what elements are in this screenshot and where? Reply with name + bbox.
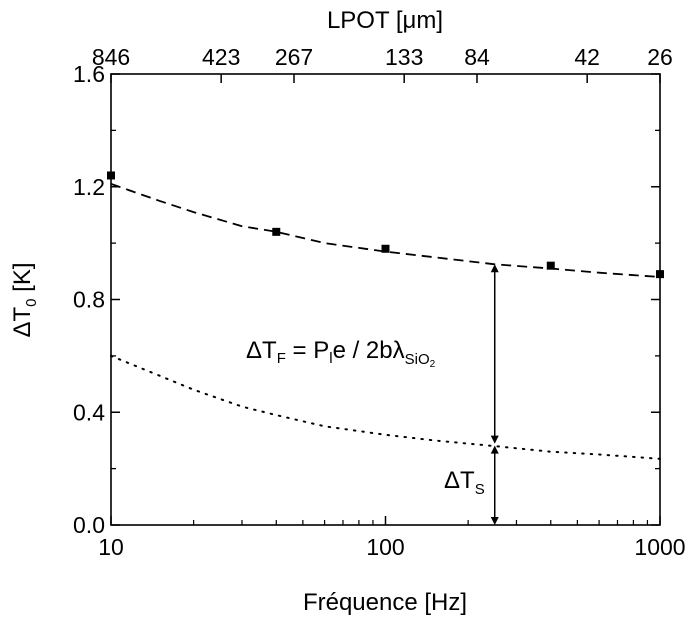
delta-tf-a-sub: F	[277, 350, 286, 367]
y-tick-label: 0.0	[73, 512, 105, 538]
y-tick-label: 1.2	[73, 174, 105, 200]
dashed-fit-curve	[110, 183, 661, 278]
delta-ts-a-sub: S	[475, 481, 485, 498]
top-tick-label: 26	[647, 44, 673, 70]
data-point-marker	[272, 227, 281, 236]
series-layer	[107, 171, 664, 460]
delta-ts-label: ΔTS	[444, 467, 485, 498]
y-tick-label: 0.4	[73, 399, 105, 425]
top-tick-label: 423	[202, 44, 240, 70]
top-tick-label: 133	[385, 44, 423, 70]
y-axis-title-base: ΔT	[9, 307, 36, 338]
y-tick-label: 1.6	[73, 61, 105, 87]
delta-ts-a: ΔT	[444, 467, 475, 494]
arrow-head	[490, 517, 499, 525]
data-point-marker	[381, 244, 390, 253]
data-point-marker	[546, 261, 555, 270]
y-axis-title-sub: 0	[23, 298, 40, 306]
plot-frame	[110, 73, 661, 526]
delta-tf-label: ΔTF = Ple / 2bλSiO2	[246, 337, 436, 370]
x-tick-label: 100	[366, 534, 404, 560]
delta-tf-c-subsub: 2	[430, 359, 436, 370]
top-tick-label: 42	[574, 44, 600, 70]
x-tick-label: 10	[98, 534, 124, 560]
arrow-head	[490, 435, 499, 444]
data-point-marker	[656, 270, 664, 279]
y-axis-title-rest: [K]	[9, 262, 36, 298]
top-tick-label: 846	[92, 44, 130, 70]
y-axis-title: ΔT0 [K]	[9, 262, 40, 337]
arrow-head	[490, 445, 499, 454]
x-axis-ticks: 10 100 1000	[98, 516, 686, 560]
top-tick-label: 267	[275, 44, 313, 70]
y-axis-ticks: 0.0 0.4 0.8 1.2 1.6	[73, 61, 660, 538]
delta-tf-c: e / 2bλ	[333, 337, 405, 364]
delta-tf-b-sub: l	[329, 350, 332, 367]
top-tick-label: 84	[464, 44, 490, 70]
x-axis-title: Fréquence [Hz]	[303, 589, 467, 616]
top-axis-title: LPOT [μm]	[327, 7, 443, 34]
data-point-marker	[107, 171, 115, 180]
top-axis-ticks: 846 423 267 133 84 42 26	[92, 44, 673, 83]
y-tick-label: 0.8	[73, 287, 105, 313]
x-tick-label: 1000	[634, 534, 685, 560]
arrow-head	[490, 264, 499, 273]
difference-arrows	[490, 264, 499, 525]
delta-tf-b: = P	[286, 337, 329, 364]
delta-tf-a: ΔT	[246, 337, 277, 364]
delta-tf-c-sub: SiO	[405, 351, 430, 368]
dotted-substrate-curve	[110, 354, 661, 460]
